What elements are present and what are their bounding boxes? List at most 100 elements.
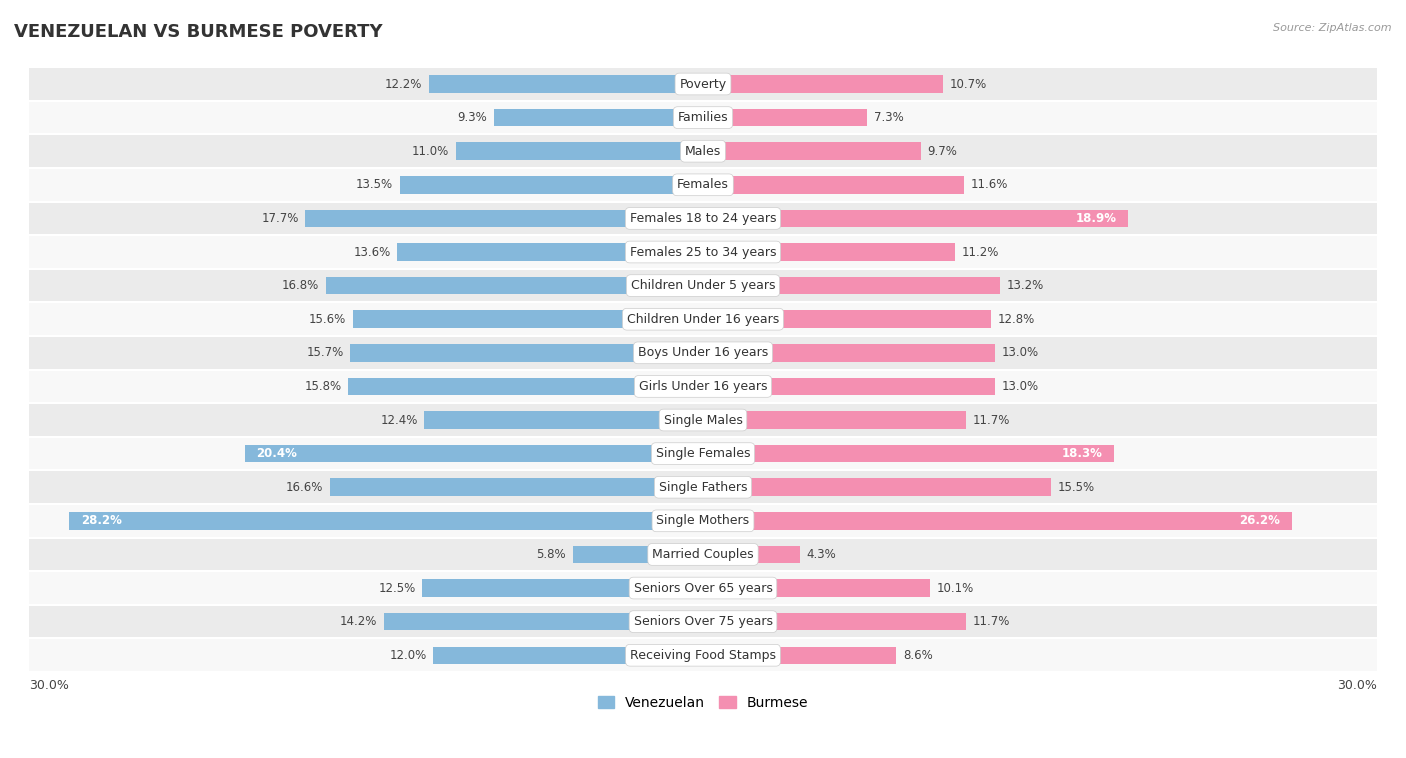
Bar bbox=[30, 202, 1376, 235]
Text: 30.0%: 30.0% bbox=[30, 679, 69, 693]
Text: Males: Males bbox=[685, 145, 721, 158]
Text: Source: ZipAtlas.com: Source: ZipAtlas.com bbox=[1274, 23, 1392, 33]
Text: Receiving Food Stamps: Receiving Food Stamps bbox=[630, 649, 776, 662]
Text: 16.6%: 16.6% bbox=[285, 481, 323, 493]
Bar bbox=[30, 638, 1376, 672]
Bar bbox=[703, 277, 1000, 294]
Bar bbox=[494, 109, 703, 127]
Bar bbox=[30, 537, 1376, 572]
Text: 20.4%: 20.4% bbox=[256, 447, 297, 460]
Text: Single Fathers: Single Fathers bbox=[659, 481, 747, 493]
Text: Boys Under 16 years: Boys Under 16 years bbox=[638, 346, 768, 359]
Text: 10.7%: 10.7% bbox=[950, 77, 987, 90]
Bar bbox=[703, 311, 991, 328]
Bar bbox=[30, 134, 1376, 168]
Text: Children Under 5 years: Children Under 5 years bbox=[631, 279, 775, 292]
Text: 12.0%: 12.0% bbox=[389, 649, 426, 662]
Text: 12.4%: 12.4% bbox=[381, 414, 418, 427]
Text: 15.8%: 15.8% bbox=[304, 380, 342, 393]
Text: 13.0%: 13.0% bbox=[1002, 346, 1039, 359]
Text: 11.0%: 11.0% bbox=[412, 145, 449, 158]
Text: 13.0%: 13.0% bbox=[1002, 380, 1039, 393]
Text: 12.2%: 12.2% bbox=[385, 77, 422, 90]
Text: 9.3%: 9.3% bbox=[457, 111, 488, 124]
Bar bbox=[30, 605, 1376, 638]
Text: Married Couples: Married Couples bbox=[652, 548, 754, 561]
Text: 5.8%: 5.8% bbox=[536, 548, 567, 561]
Bar bbox=[703, 613, 966, 631]
Text: 18.9%: 18.9% bbox=[1076, 212, 1116, 225]
Text: Females 18 to 24 years: Females 18 to 24 years bbox=[630, 212, 776, 225]
Bar bbox=[703, 176, 963, 193]
Bar bbox=[30, 403, 1376, 437]
Text: 9.7%: 9.7% bbox=[928, 145, 957, 158]
Text: 13.2%: 13.2% bbox=[1007, 279, 1043, 292]
Text: 11.7%: 11.7% bbox=[973, 615, 1010, 628]
Text: 17.7%: 17.7% bbox=[262, 212, 298, 225]
Text: 14.2%: 14.2% bbox=[340, 615, 377, 628]
Bar bbox=[30, 67, 1376, 101]
Bar bbox=[456, 143, 703, 160]
Text: Girls Under 16 years: Girls Under 16 years bbox=[638, 380, 768, 393]
Bar bbox=[703, 478, 1052, 496]
Text: Single Females: Single Females bbox=[655, 447, 751, 460]
Text: Single Males: Single Males bbox=[664, 414, 742, 427]
Text: 12.5%: 12.5% bbox=[378, 581, 415, 594]
Bar bbox=[30, 336, 1376, 370]
Bar bbox=[703, 344, 995, 362]
Bar bbox=[245, 445, 703, 462]
Text: 26.2%: 26.2% bbox=[1240, 515, 1281, 528]
Text: 11.2%: 11.2% bbox=[962, 246, 998, 258]
Bar bbox=[703, 445, 1114, 462]
Text: 4.3%: 4.3% bbox=[806, 548, 837, 561]
Bar bbox=[703, 579, 929, 597]
Bar bbox=[703, 512, 1292, 530]
Text: 12.8%: 12.8% bbox=[997, 313, 1035, 326]
Bar bbox=[703, 412, 966, 429]
Text: 30.0%: 30.0% bbox=[1337, 679, 1376, 693]
Text: Seniors Over 65 years: Seniors Over 65 years bbox=[634, 581, 772, 594]
Bar bbox=[349, 377, 703, 395]
Bar bbox=[703, 210, 1128, 227]
Text: Females: Females bbox=[678, 178, 728, 191]
Text: Females 25 to 34 years: Females 25 to 34 years bbox=[630, 246, 776, 258]
Text: 8.6%: 8.6% bbox=[903, 649, 932, 662]
Bar bbox=[350, 344, 703, 362]
Text: 15.6%: 15.6% bbox=[308, 313, 346, 326]
Text: 15.5%: 15.5% bbox=[1057, 481, 1095, 493]
Bar bbox=[703, 143, 921, 160]
Bar bbox=[30, 101, 1376, 134]
Bar bbox=[703, 109, 868, 127]
Bar bbox=[30, 302, 1376, 336]
Bar bbox=[422, 579, 703, 597]
Bar bbox=[30, 269, 1376, 302]
Text: 7.3%: 7.3% bbox=[873, 111, 904, 124]
Bar bbox=[703, 377, 995, 395]
Text: 10.1%: 10.1% bbox=[936, 581, 974, 594]
Text: Children Under 16 years: Children Under 16 years bbox=[627, 313, 779, 326]
Text: 11.7%: 11.7% bbox=[973, 414, 1010, 427]
Text: Single Mothers: Single Mothers bbox=[657, 515, 749, 528]
Bar bbox=[30, 572, 1376, 605]
Text: 18.3%: 18.3% bbox=[1062, 447, 1102, 460]
Text: Seniors Over 75 years: Seniors Over 75 years bbox=[634, 615, 772, 628]
Text: 28.2%: 28.2% bbox=[80, 515, 121, 528]
Bar bbox=[30, 437, 1376, 471]
Bar bbox=[399, 176, 703, 193]
Legend: Venezuelan, Burmese: Venezuelan, Burmese bbox=[592, 690, 814, 715]
Text: 15.7%: 15.7% bbox=[307, 346, 343, 359]
Bar bbox=[425, 412, 703, 429]
Bar bbox=[572, 546, 703, 563]
Bar bbox=[30, 370, 1376, 403]
Bar bbox=[30, 235, 1376, 269]
Bar bbox=[703, 546, 800, 563]
Bar bbox=[429, 75, 703, 92]
Text: VENEZUELAN VS BURMESE POVERTY: VENEZUELAN VS BURMESE POVERTY bbox=[14, 23, 382, 41]
Bar bbox=[326, 277, 703, 294]
Text: 16.8%: 16.8% bbox=[281, 279, 319, 292]
Text: 13.5%: 13.5% bbox=[356, 178, 394, 191]
Text: Poverty: Poverty bbox=[679, 77, 727, 90]
Bar bbox=[398, 243, 703, 261]
Bar bbox=[30, 168, 1376, 202]
Bar bbox=[703, 243, 955, 261]
